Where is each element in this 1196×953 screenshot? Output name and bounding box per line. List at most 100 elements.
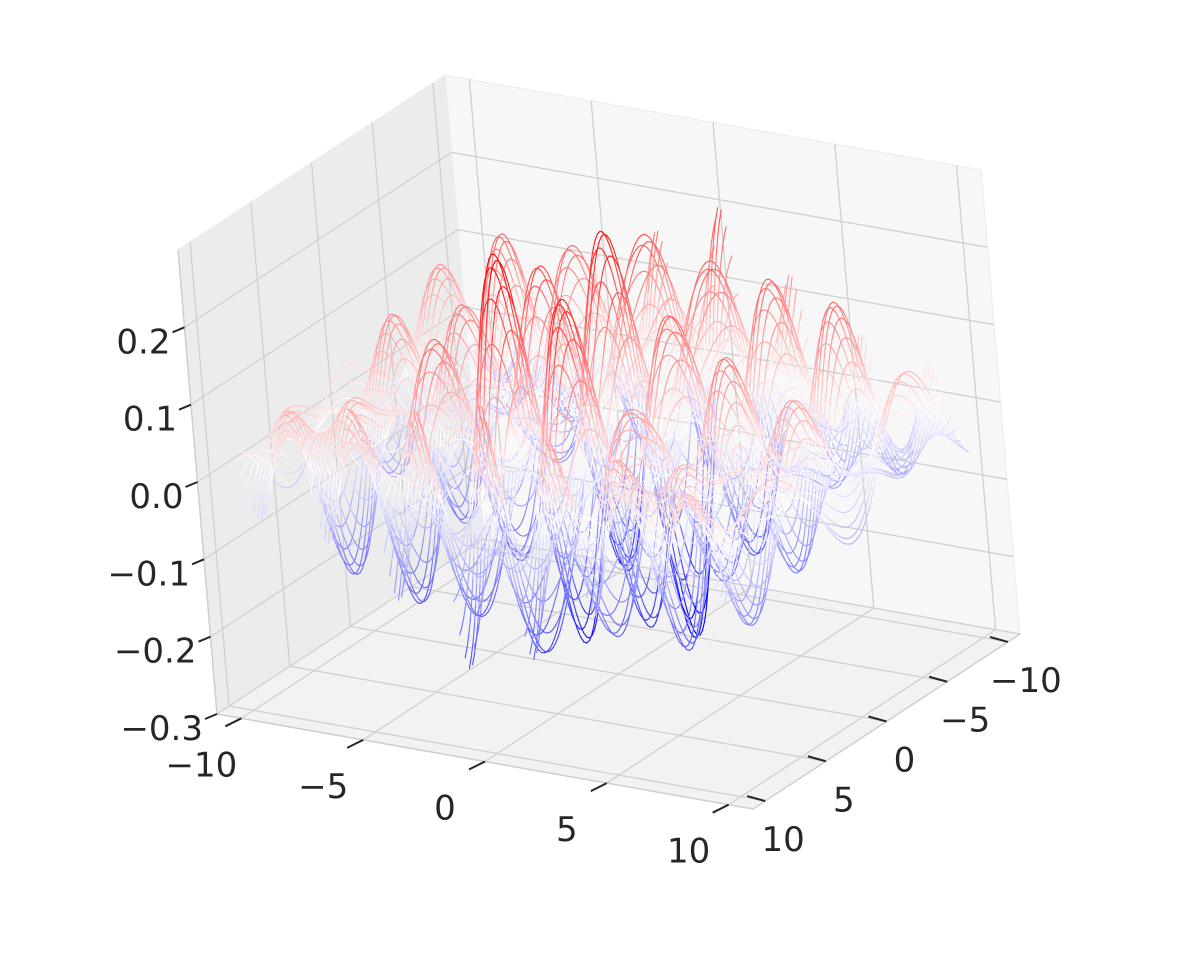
- mesh-segment: [296, 477, 300, 483]
- mesh-segment: [356, 542, 360, 554]
- mesh-segment: [235, 458, 240, 463]
- mesh-segment: [430, 287, 434, 298]
- mesh-segment: [359, 422, 363, 438]
- mesh-segment: [410, 344, 416, 355]
- mesh-segment: [389, 315, 394, 321]
- mesh-segment: [404, 342, 410, 352]
- mesh-segment: [400, 318, 406, 326]
- mesh-segment: [395, 343, 400, 351]
- mesh-segment: [338, 522, 344, 536]
- mesh-segment: [419, 305, 423, 317]
- mesh-segment: [400, 425, 405, 431]
- mesh-segment: [261, 444, 266, 453]
- mesh-segment: [297, 429, 303, 440]
- mesh-segment: [259, 468, 263, 480]
- mesh-segment: [439, 395, 443, 402]
- mesh-segment: [268, 481, 272, 494]
- mesh-segment: [381, 325, 385, 336]
- mesh-segment: [433, 370, 437, 383]
- mesh-segment: [264, 458, 268, 471]
- mesh-segment: [424, 398, 428, 412]
- mesh-segment: [451, 274, 456, 282]
- mesh-segment: [387, 353, 392, 359]
- mesh-segment: [338, 368, 342, 372]
- mesh-segment: [394, 400, 398, 409]
- mesh-segment: [425, 279, 430, 289]
- mesh-segment: [428, 296, 432, 310]
- mesh-segment: [398, 323, 403, 327]
- mesh-segment: [407, 350, 413, 361]
- mesh-segment: [304, 428, 310, 440]
- mesh-segment: [453, 340, 458, 344]
- mesh-segment: [327, 399, 331, 406]
- mesh-segment: [462, 343, 468, 348]
- mesh-segment: [327, 502, 334, 518]
- mesh-segment: [345, 417, 350, 424]
- mesh-segment: [457, 297, 462, 304]
- mesh-segment: [264, 439, 268, 446]
- mesh-segment: [449, 278, 454, 283]
- mesh-segment: [356, 402, 360, 410]
- mesh-segment: [383, 362, 387, 378]
- mesh-segment: [396, 368, 402, 377]
- mesh-segment: [368, 379, 372, 396]
- mesh-segment: [349, 500, 353, 512]
- mesh-segment: [397, 317, 402, 324]
- mesh-segment: [441, 264, 446, 268]
- mesh-segment: [271, 437, 276, 448]
- mesh-segment: [238, 456, 242, 460]
- mesh-segment: [463, 307, 469, 315]
- mesh-segment: [372, 469, 375, 490]
- mesh-segment: [316, 488, 322, 502]
- mesh-segment: [343, 552, 349, 563]
- mesh-segment: [378, 330, 382, 340]
- mesh-segment: [290, 418, 295, 423]
- mesh-segment: [469, 339, 474, 348]
- mesh-segment: [402, 369, 406, 376]
- mesh-segment: [425, 374, 431, 384]
- mesh-segment: [469, 349, 474, 352]
- mesh-segment: [291, 426, 296, 433]
- mesh-segment: [288, 430, 293, 435]
- mesh-segment: [454, 280, 460, 289]
- mesh-segment: [355, 505, 359, 520]
- mesh-segment: [384, 325, 389, 336]
- mesh-segment: [340, 383, 344, 387]
- mesh-segment: [343, 481, 348, 490]
- mesh-segment: [369, 367, 373, 381]
- mesh-segment: [398, 445, 403, 450]
- mesh-segment: [294, 439, 299, 445]
- mesh-segment: [459, 316, 464, 321]
- mesh-segment: [333, 401, 338, 406]
- mesh-segment: [396, 378, 401, 382]
- mesh-segment: [366, 374, 371, 386]
- mesh-segment: [384, 460, 389, 467]
- mesh-segment: [262, 492, 266, 507]
- mesh-segment: [366, 369, 371, 373]
- mesh-segment: [456, 348, 461, 352]
- mesh-segment: [459, 291, 464, 300]
- mesh-segment: [301, 428, 306, 440]
- mesh-segment: [472, 298, 476, 307]
- mesh-segment: [397, 379, 402, 386]
- mesh-segment: [393, 323, 398, 328]
- mesh-segment: [260, 505, 264, 520]
- mesh-segment: [357, 491, 361, 507]
- mesh-segment: [329, 394, 334, 401]
- mesh-segment: [326, 389, 330, 397]
- mesh-segment: [335, 370, 340, 376]
- mesh-segment: [359, 475, 363, 493]
- mesh-segment: [312, 476, 318, 490]
- mesh-segment: [446, 322, 450, 329]
- mesh-segment: [421, 296, 425, 310]
- mesh-segment: [270, 471, 274, 483]
- mesh-segment: [389, 436, 393, 442]
- mesh-segment: [380, 392, 384, 412]
- mesh-segment: [301, 467, 305, 474]
- mesh-segment: [273, 444, 277, 456]
- mesh-segment: [272, 424, 276, 431]
- mesh-segment: [315, 460, 321, 476]
- mesh-segment: [308, 459, 314, 473]
- mesh-segment: [274, 426, 279, 430]
- mesh-segment: [240, 470, 244, 476]
